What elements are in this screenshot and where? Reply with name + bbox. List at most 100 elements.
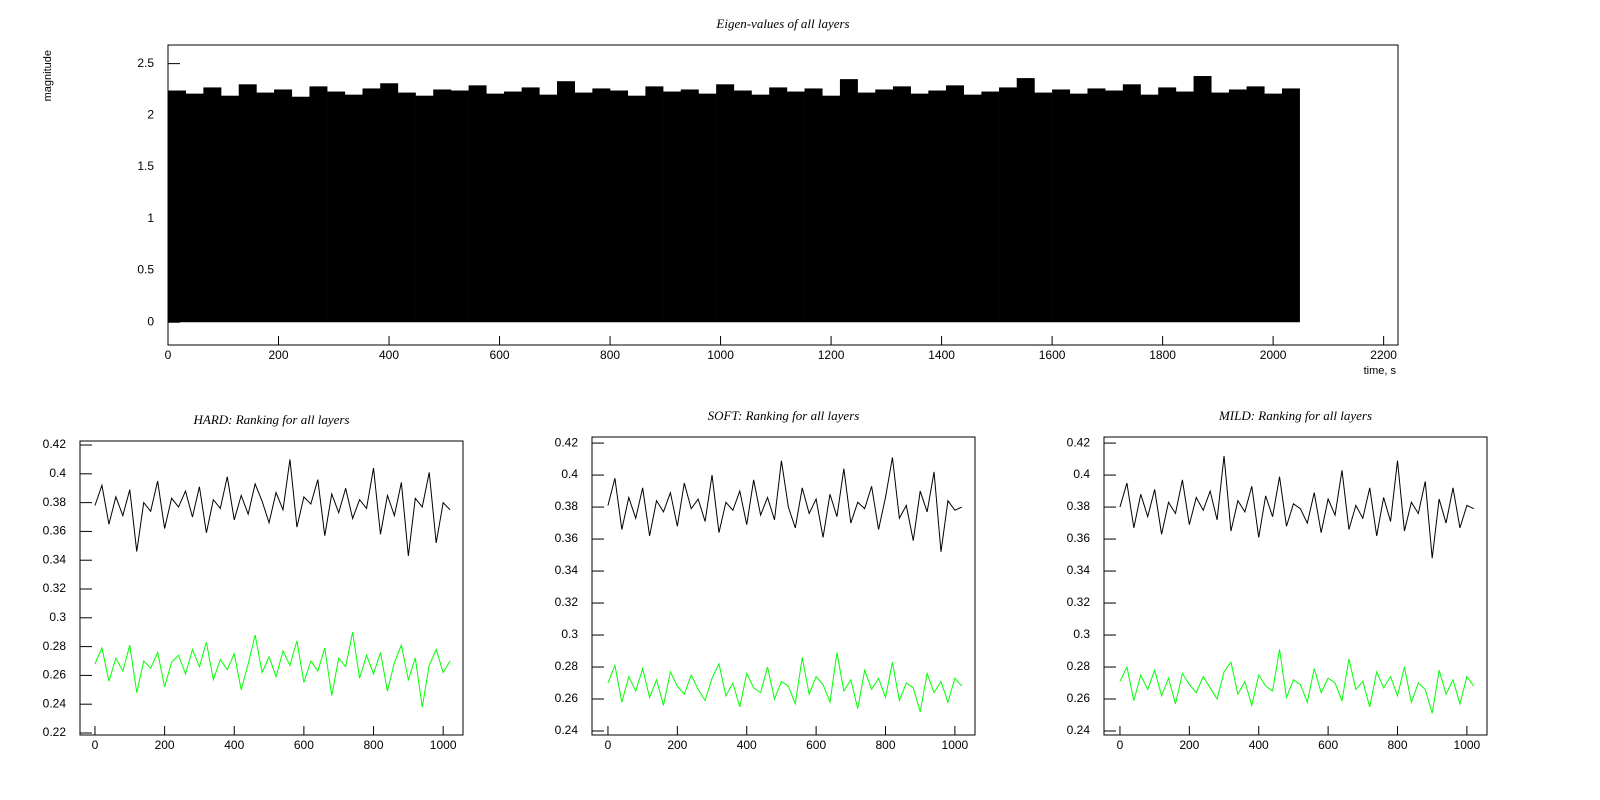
data-line <box>1119 649 1475 714</box>
x-tick-label: 600 <box>806 738 826 752</box>
data-line <box>607 652 963 712</box>
bar <box>627 95 646 323</box>
y-tick-label: 0.26 <box>1067 691 1091 705</box>
x-tick-label: 1000 <box>942 738 969 752</box>
bar <box>1140 94 1159 323</box>
bar <box>804 88 823 323</box>
x-tick-label: 0 <box>92 738 99 752</box>
y-tick-label: 2 <box>147 108 154 122</box>
x-tick-label: 2200 <box>1370 348 1397 362</box>
bar <box>892 86 911 323</box>
x-tick-label: 800 <box>364 738 384 752</box>
bar <box>468 85 487 323</box>
bar <box>238 84 257 323</box>
bar <box>203 87 222 323</box>
plot-frame <box>591 436 976 736</box>
bar <box>592 88 611 323</box>
bar <box>1016 78 1035 323</box>
bar <box>963 94 982 323</box>
chart-title: SOFT: Ranking for all layers <box>708 408 860 423</box>
bar <box>1034 92 1053 323</box>
bar <box>450 90 469 323</box>
x-tick-label: 600 <box>490 348 510 362</box>
y-tick-label: 0.32 <box>555 595 579 609</box>
x-tick-label: 400 <box>1249 738 1269 752</box>
bar <box>822 95 841 323</box>
plot-frame <box>167 44 1399 346</box>
bar <box>910 93 929 323</box>
bar <box>751 94 770 323</box>
x-tick-label: 600 <box>294 738 314 752</box>
bar <box>610 90 629 323</box>
y-tick-label: 0.36 <box>1067 531 1091 545</box>
x-tick-label: 2000 <box>1260 348 1287 362</box>
y-tick-label: 0.32 <box>1067 595 1091 609</box>
y-tick-label: 0.38 <box>43 495 67 509</box>
bar <box>680 89 699 323</box>
bar <box>1281 88 1300 323</box>
x-tick-label: 0 <box>1117 738 1124 752</box>
x-tick-label: 800 <box>1387 738 1407 752</box>
chart-title: MILD: Ranking for all layers <box>1218 408 1372 423</box>
bar <box>1175 91 1194 323</box>
y-tick-label: 0.38 <box>555 499 579 513</box>
x-tick-label: 0 <box>605 738 612 752</box>
bar <box>539 94 558 323</box>
bar <box>981 91 1000 323</box>
bar <box>857 92 876 323</box>
bar <box>486 93 505 323</box>
bar <box>1264 93 1283 323</box>
x-tick-label: 1000 <box>1454 738 1481 752</box>
y-tick-label: 0.3 <box>49 610 66 624</box>
y-tick-label: 0.3 <box>1073 627 1090 641</box>
bar <box>1122 84 1141 323</box>
y-tick-label: 0.36 <box>43 524 67 538</box>
y-tick-label: 1.5 <box>137 159 154 173</box>
bar <box>1193 76 1212 323</box>
y-tick-label: 0.5 <box>137 263 154 277</box>
x-tick-label: 200 <box>268 348 288 362</box>
y-tick-label: 0.24 <box>43 696 67 710</box>
x-tick-label: 400 <box>737 738 757 752</box>
x-tick-label: 1000 <box>430 738 457 752</box>
x-tick-label: 800 <box>875 738 895 752</box>
y-tick-label: 0.24 <box>1067 723 1091 737</box>
bar <box>698 93 717 323</box>
chart-title: Eigen-values of all layers <box>715 16 849 31</box>
bar <box>503 91 522 323</box>
y-tick-label: 0.34 <box>43 552 67 566</box>
bar <box>663 91 682 323</box>
y-tick-label: 0.42 <box>1067 435 1091 449</box>
y-tick-label: 1 <box>147 211 154 225</box>
x-tick-label: 600 <box>1318 738 1338 752</box>
y-tick-label: 0.42 <box>555 435 579 449</box>
y-tick-label: 0.32 <box>43 581 67 595</box>
bar <box>1052 89 1071 323</box>
bar <box>256 92 275 323</box>
bar <box>645 86 664 323</box>
x-tick-label: 200 <box>1179 738 1199 752</box>
bar <box>1105 90 1124 323</box>
y-tick-label: 0.4 <box>561 467 578 481</box>
x-tick-label: 200 <box>667 738 687 752</box>
data-line <box>94 632 451 708</box>
y-axis-label: magnitude <box>42 50 54 101</box>
bar <box>415 95 434 323</box>
bar <box>946 85 964 323</box>
data-line <box>607 457 963 552</box>
bar <box>380 83 399 323</box>
bar <box>999 87 1018 323</box>
x-tick-label: 1600 <box>1039 348 1066 362</box>
x-tick-label: 1400 <box>928 348 955 362</box>
x-tick-label: 0 <box>165 348 172 362</box>
bar <box>875 89 894 323</box>
bar <box>557 81 575 323</box>
y-tick-label: 0.28 <box>43 639 67 653</box>
bar <box>769 87 788 323</box>
y-tick-label: 0.28 <box>1067 659 1091 673</box>
bar <box>397 92 416 323</box>
x-tick-label: 800 <box>600 348 620 362</box>
x-tick-label: 1800 <box>1149 348 1176 362</box>
data-line <box>94 459 451 556</box>
y-tick-label: 0.26 <box>43 668 67 682</box>
